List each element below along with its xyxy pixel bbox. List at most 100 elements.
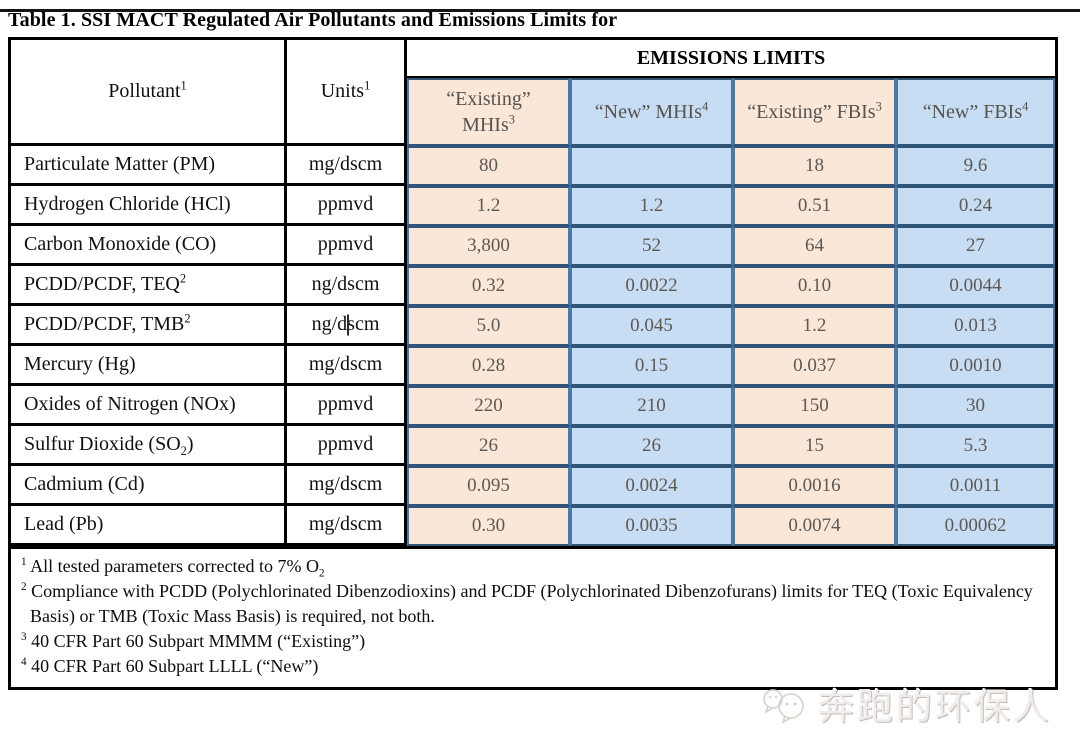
page-top-rule [0, 9, 1080, 12]
limit-value-cell-existing-mhis: 5.0 [407, 306, 570, 346]
limit-value-cell-existing-mhis: 3,800 [407, 226, 570, 266]
limit-value-cell-existing-fbis: 0.0074 [733, 506, 896, 546]
cell-label: Sulfur Dioxide (SO [24, 433, 181, 455]
limit-value-cell-existing-mhis: 0.32 [407, 266, 570, 306]
cell-label: Hydrogen Chloride (HCl) [24, 193, 231, 215]
footnote-marker: 3 [508, 112, 515, 127]
limit-value-cell-existing-fbis: 150 [733, 386, 896, 426]
units-cell: mg/dscm [287, 146, 407, 186]
emissions-limits-header: EMISSIONS LIMITS [407, 40, 1056, 78]
column-header-existing-fbis: “Existing” FBIs3 [733, 78, 896, 146]
limit-value-cell-new-fbis: 0.0010 [896, 346, 1056, 386]
limit-value-cell-new-mhis: 0.0035 [570, 506, 733, 546]
limit-value-cell-new-mhis: 26 [570, 426, 733, 466]
limit-value-cell-new-fbis: 5.3 [896, 426, 1056, 466]
table-row: Lead (Pb) mg/dscm 0.30 0.0035 0.0074 0.00062 [11, 506, 1056, 546]
table-row: PCDD/PCDF, TMB2 ng/dscm 5.0 0.045 1.2 0.013 [11, 306, 1056, 346]
footnote: 2 Compliance with PCDD (Polychlorinated … [21, 581, 1033, 626]
limit-value-cell-existing-mhis: 0.30 [407, 506, 570, 546]
limit-value-cell-new-mhis [570, 146, 733, 186]
footnote-marker: 4 [701, 99, 709, 114]
limit-value-cell-new-mhis: 0.0022 [570, 266, 733, 306]
pollutant-cell: PCDD/PCDF, TEQ2 [11, 266, 287, 306]
footnote: 1 All tested parameters corrected to 7% … [21, 556, 325, 580]
footnote-marker: 1 [180, 78, 187, 93]
cell-label: PCDD/PCDF, TMB [24, 313, 185, 335]
footnote-marker: 1 [21, 556, 27, 568]
text-cursor [346, 314, 349, 335]
pollutant-header-label: Pollutant [108, 80, 181, 102]
limit-value-cell-new-mhis: 0.0024 [570, 466, 733, 506]
footnote-marker: 3 [875, 99, 882, 114]
footnotes-cell: 1 All tested parameters corrected to 7% … [11, 546, 1056, 687]
subscript: 2 [318, 567, 325, 580]
units-cell: mg/dscm [287, 506, 407, 546]
footnote: 4 40 CFR Part 60 Subpart LLLL (“New”) [21, 656, 319, 676]
limit-value-cell-new-fbis: 0.24 [896, 186, 1056, 226]
limit-value-cell-new-fbis: 27 [896, 226, 1056, 266]
cell-label: Cadmium (Cd) [24, 473, 145, 495]
pollutant-cell: PCDD/PCDF, TMB2 [11, 306, 287, 346]
column-header-existing-mhis: “Existing” MHIs3 [407, 78, 570, 146]
cell-label: Mercury (Hg) [24, 353, 136, 375]
units-header-label: Units [320, 80, 365, 102]
pollutant-cell: Sulfur Dioxide (SO2) [11, 426, 287, 466]
table-row: Hydrogen Chloride (HCl) ppmvd 1.2 1.2 0.51 0.… [11, 186, 1056, 226]
pollutant-cell: Carbon Monoxide (CO) [11, 226, 287, 266]
limit-value-cell-new-fbis: 0.0011 [896, 466, 1056, 506]
cell-label: PCDD/PCDF, TEQ [24, 273, 180, 295]
footnote-marker: 4 [1022, 99, 1029, 114]
limit-value-cell-existing-mhis: 26 [407, 426, 570, 466]
table-row: Carbon Monoxide (CO) ppmvd 3,800 52 64 27 [11, 226, 1056, 266]
pollutant-cell: Mercury (Hg) [11, 346, 287, 386]
table-row: PCDD/PCDF, TEQ2 ng/dscm 0.32 0.0022 0.10 0.00… [11, 266, 1056, 306]
limit-value-cell-new-mhis: 0.15 [570, 346, 733, 386]
column-header-label: “New” FBIs [922, 101, 1023, 123]
cell-label: ) [186, 433, 194, 455]
limit-value-cell-existing-mhis: 0.095 [407, 466, 570, 506]
table-row: Mercury (Hg) mg/dscm 0.28 0.15 0.037 0.0010 [11, 346, 1056, 386]
units-cell: ppmvd [287, 186, 407, 226]
limit-value-cell-new-fbis: 0.0044 [896, 266, 1056, 306]
units-cell: mg/dscm [287, 346, 407, 386]
column-header-label: “Existing” FBIs [747, 101, 876, 123]
units-cell: ppmvd [287, 426, 407, 466]
table-row: Sulfur Dioxide (SO2) ppmvd 26 26 15 5.3 [11, 426, 1056, 466]
footnote-marker: 2 [21, 581, 27, 593]
limit-value-cell-new-mhis: 0.045 [570, 306, 733, 346]
units-cell: ng/dscm [287, 306, 407, 346]
footnote-marker: 2 [179, 271, 187, 286]
footnotes-row: 1 All tested parameters corrected to 7% … [11, 546, 1056, 687]
column-header-units: Units1 [287, 40, 407, 146]
pollutant-cell: Oxides of Nitrogen (NOx) [11, 386, 287, 426]
table-row: Cadmium (Cd) mg/dscm 0.095 0.0024 0.0016 0.00… [11, 466, 1056, 506]
limit-value-cell-new-fbis: 0.013 [896, 306, 1056, 346]
subscript: 2 [180, 444, 187, 458]
limit-value-cell-existing-fbis: 0.10 [733, 266, 896, 306]
column-header-label: “New” MHIs [594, 101, 702, 123]
pollutant-cell: Particulate Matter (PM) [11, 146, 287, 186]
units-cell: mg/dscm [287, 466, 407, 506]
units-cell: ppmvd [287, 386, 407, 426]
footnote-marker: 2 [184, 311, 191, 326]
footnote: 3 40 CFR Part 60 Subpart MMMM (“Existing… [21, 631, 366, 651]
column-header-label: “Existing” MHIs [446, 88, 531, 136]
limit-value-cell-existing-mhis: 220 [407, 386, 570, 426]
pollutant-cell: Hydrogen Chloride (HCl) [11, 186, 287, 226]
limit-value-cell-existing-mhis: 80 [407, 146, 570, 186]
limit-value-cell-existing-fbis: 18 [733, 146, 896, 186]
cell-label: Particulate Matter (PM) [24, 153, 216, 175]
column-header-new-mhis: “New” MHIs4 [570, 78, 733, 146]
footnote-marker: 1 [364, 78, 371, 93]
table-row: Particulate Matter (PM) mg/dscm 80 18 9.6 [11, 146, 1056, 186]
cell-label: Carbon Monoxide (CO) [24, 233, 217, 255]
cell-label: Oxides of Nitrogen (NOx) [24, 393, 236, 415]
limit-value-cell-existing-fbis: 1.2 [733, 306, 896, 346]
limit-value-cell-existing-fbis: 64 [733, 226, 896, 266]
page-title: Table 1. SSI MACT Regulated Air Pollutan… [8, 9, 618, 31]
limit-value-cell-new-mhis: 52 [570, 226, 733, 266]
limit-value-cell-existing-fbis: 0.0016 [733, 466, 896, 506]
cell-label: Lead (Pb) [24, 513, 104, 535]
limit-value-cell-new-mhis: 210 [570, 386, 733, 426]
emissions-limits-table: Pollutant1 Units1 EMISSIONS LIMITS “Exis… [8, 37, 1059, 690]
